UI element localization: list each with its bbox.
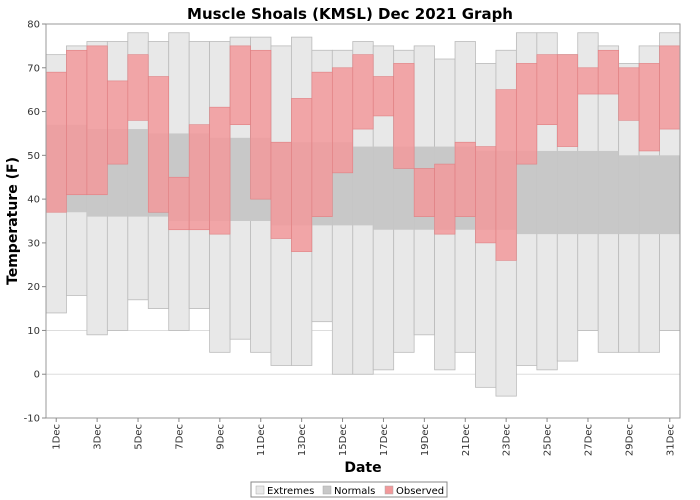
observed-bar [332, 67, 354, 174]
normals-bar [577, 150, 599, 235]
x-tick-label: 13Dec [297, 424, 308, 456]
observed-bar [495, 89, 517, 261]
observed-bar [45, 71, 67, 213]
legend-label-observed: Observed [396, 486, 444, 497]
y-tick-label: 20 [27, 282, 40, 293]
y-tick-label: 0 [34, 370, 40, 381]
x-tick-label: 5Dec [134, 424, 145, 450]
x-tick-label: 15Dec [338, 424, 349, 456]
x-tick-label: 25Dec [543, 424, 554, 456]
plot-border [45, 23, 681, 419]
chart-title: Muscle Shoals (KMSL) Dec 2021 Graph [187, 5, 513, 23]
x-tick-label: 23Dec [502, 424, 513, 456]
x-axis-ticks: 1Dec 3Dec 5Dec 7Dec 9Dec 11Dec 13Dec 15Dec 17Dec… [52, 418, 676, 456]
y-tick-label: 10 [27, 326, 40, 337]
legend-label-extremes: Extremes [267, 486, 314, 497]
normals-bar [557, 150, 578, 235]
observed-bar [413, 168, 435, 217]
legend-swatch-normals [322, 485, 332, 495]
normals-bar [127, 129, 149, 217]
y-tick-label: 40 [27, 195, 40, 206]
observed-bar [659, 45, 681, 130]
normals-bar [598, 150, 619, 235]
legend-label-normals: Normals [334, 486, 375, 497]
normals-bar [352, 146, 374, 226]
observed-bar [107, 80, 129, 165]
x-tick-label: 11Dec [256, 424, 267, 456]
x-tick-label: 17Dec [379, 424, 390, 456]
x-tick-label: 1Dec [52, 424, 63, 450]
y-tick-label: 80 [27, 20, 40, 31]
observed-bar [434, 163, 456, 235]
y-tick-label: 30 [27, 238, 40, 249]
observed-bar [188, 124, 210, 231]
observed-bar [454, 141, 476, 217]
observed-bar [147, 76, 170, 213]
observed-bar [66, 49, 88, 196]
x-tick-label: 3Dec [93, 424, 104, 450]
legend-swatch-observed [384, 485, 394, 495]
observed-bar [311, 71, 333, 217]
observed-bar [618, 67, 640, 121]
observed-bar [597, 49, 619, 95]
observed-bar [536, 54, 558, 125]
x-tick-label: 19Dec [420, 424, 431, 456]
observed-bar [352, 54, 374, 130]
x-axis-label: Date [344, 460, 381, 476]
observed-bar [270, 141, 292, 239]
observed-bar [638, 63, 660, 152]
x-tick-label: 21Dec [461, 424, 472, 456]
x-tick-label: 29Dec [624, 424, 635, 456]
normals-bar [230, 137, 251, 221]
x-tick-label: 27Dec [583, 424, 594, 456]
legend-swatch-extremes [255, 485, 265, 495]
observed-bar [516, 63, 538, 165]
observed-bar [168, 176, 190, 231]
y-tick-label: 70 [27, 63, 40, 74]
observed-bar [372, 76, 394, 117]
observed-bar [209, 106, 231, 235]
x-tick-label: 7Dec [174, 424, 185, 450]
normals-bar [659, 155, 680, 235]
normals-bar [536, 150, 558, 235]
x-tick-label: 9Dec [215, 424, 226, 450]
y-tick-label: 50 [27, 151, 40, 162]
chart-legend: Extremes Normals Observed [250, 481, 448, 498]
observed-bar [127, 54, 149, 121]
observed-bars [45, 45, 681, 261]
normals-bar [618, 155, 640, 235]
observed-bar [86, 45, 108, 196]
observed-bar [577, 67, 599, 95]
observed-bar [475, 146, 497, 244]
y-tick-label: -10 [24, 414, 40, 425]
observed-bar [250, 49, 272, 200]
observed-bar [393, 63, 415, 169]
y-axis-label: Temperature (F) [5, 157, 21, 285]
x-tick-label: 31Dec [665, 424, 676, 456]
normals-bar [373, 146, 394, 230]
normals-bar [639, 155, 660, 235]
observed-bar [291, 98, 313, 252]
y-axis-ticks: -10 0 10 20 30 40 50 60 70 80 [24, 20, 46, 425]
y-tick-label: 60 [27, 107, 40, 118]
observed-bar [229, 45, 251, 125]
legend-box [250, 481, 448, 498]
normals-bar [516, 150, 537, 235]
observed-bar [556, 54, 579, 147]
